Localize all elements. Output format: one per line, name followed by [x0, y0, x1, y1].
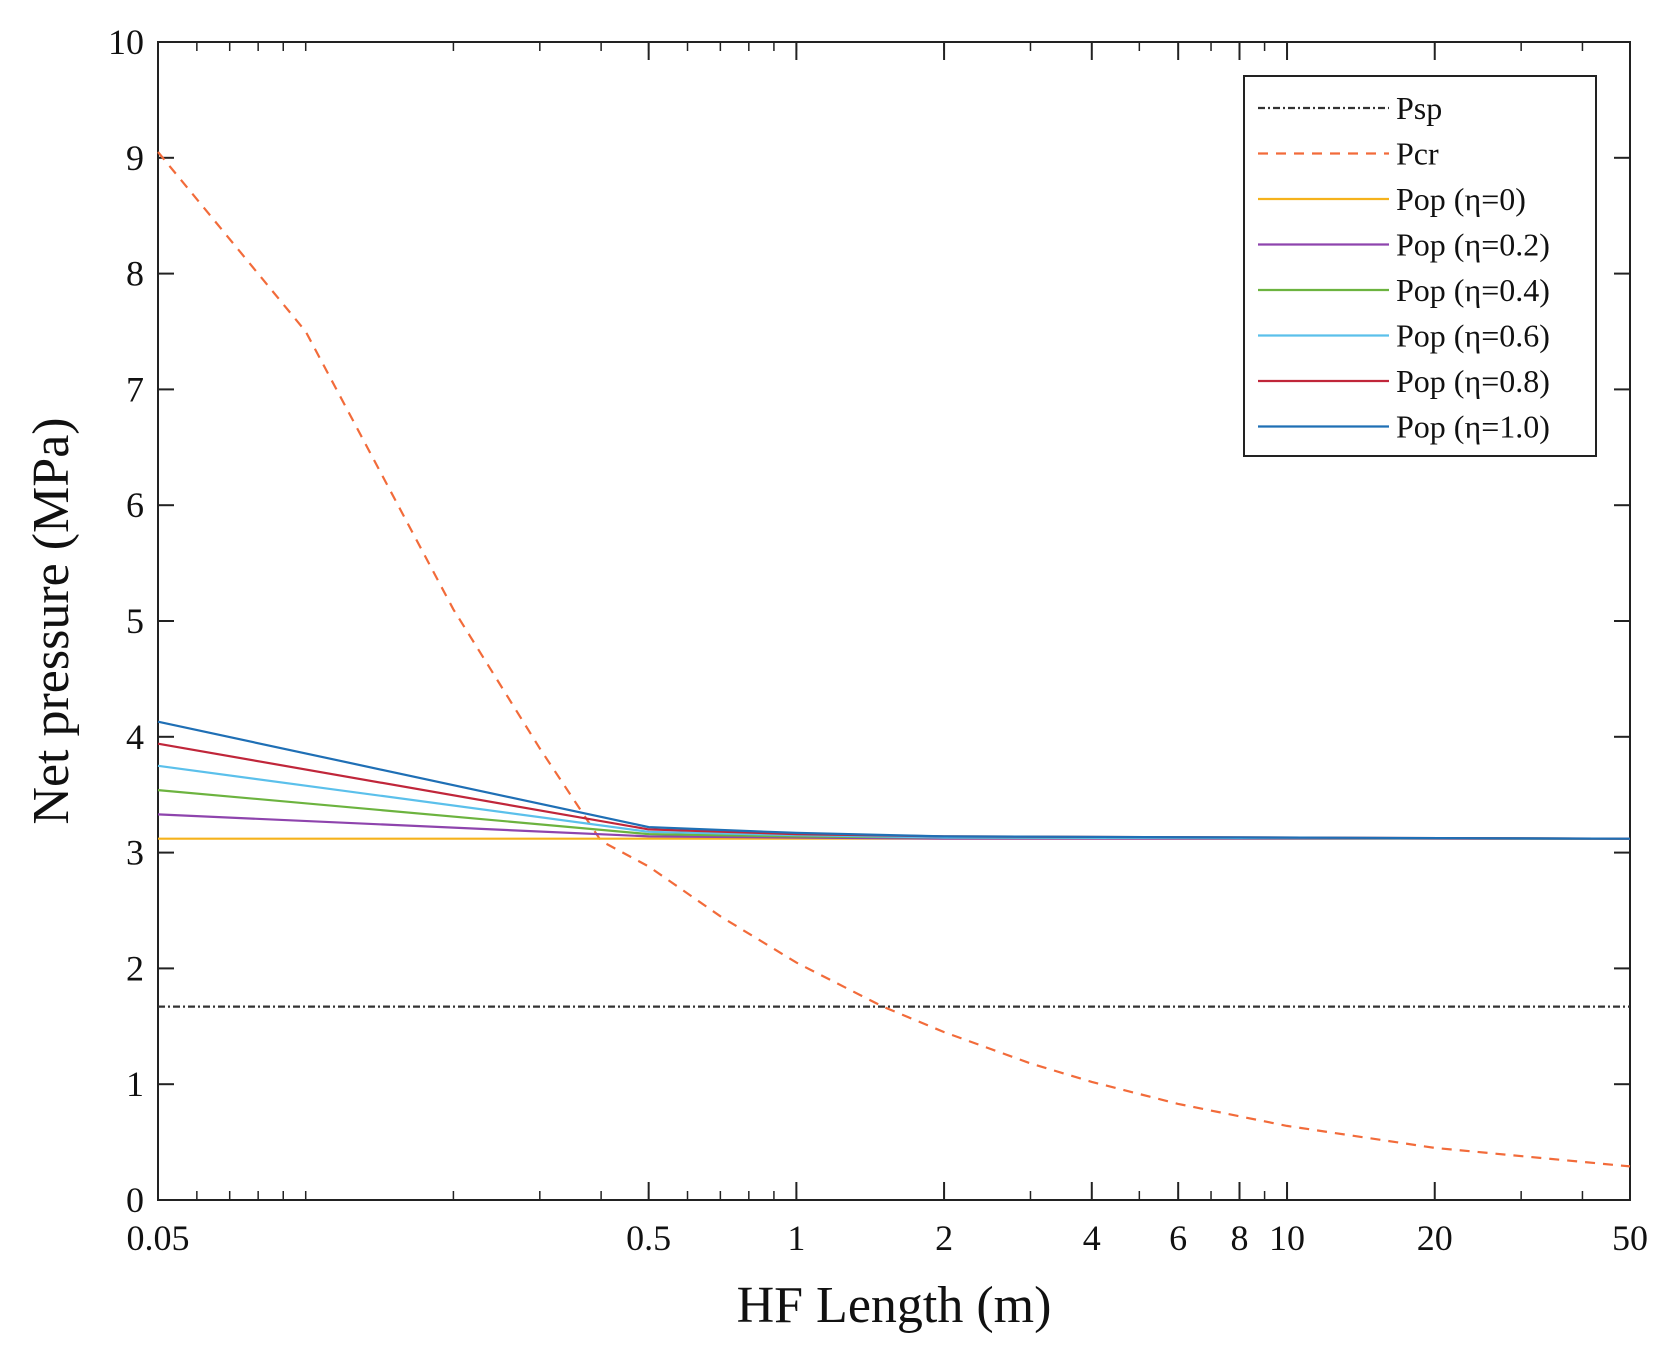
x-tick-label: 2: [935, 1218, 953, 1258]
x-tick-label: 4: [1083, 1218, 1101, 1258]
y-tick-label: 7: [126, 369, 144, 409]
y-tick-label: 6: [126, 485, 144, 525]
x-tick-label: 0.5: [626, 1218, 671, 1258]
legend-box: [1243, 75, 1597, 457]
legend-label-3: Pop (η=0.2): [1396, 227, 1550, 263]
series-line-5: [157, 764, 1631, 840]
legend-label-1: Pcr: [1396, 136, 1439, 172]
y-tick-label: 3: [126, 833, 144, 873]
y-tick-label: 0: [126, 1180, 144, 1220]
legend-label-5: Pop (η=0.6): [1396, 318, 1550, 354]
x-tick-label: 8: [1230, 1218, 1248, 1258]
y-tick-label: 8: [126, 254, 144, 294]
legend-label-7: Pop (η=1.0): [1396, 409, 1550, 445]
y-tick-label: 9: [126, 138, 144, 178]
legend-label-0: Psp: [1396, 90, 1442, 126]
legend-label-6: Pop (η=0.8): [1396, 363, 1550, 399]
x-tick-label: 10: [1269, 1218, 1305, 1258]
series-line-4: [157, 789, 1631, 840]
x-tick-label: 50: [1612, 1218, 1648, 1258]
series-line-1: [157, 151, 1631, 1168]
x-tick-label: 0.05: [127, 1218, 190, 1258]
y-tick-label: 2: [126, 948, 144, 988]
legend-label-4: Pop (η=0.4): [1396, 272, 1550, 308]
x-tick-label: 6: [1169, 1218, 1187, 1258]
y-tick-label: 10: [108, 22, 144, 62]
x-tick-label: 1: [787, 1218, 805, 1258]
x-tick-label: 20: [1417, 1218, 1453, 1258]
x-axis-title: HF Length (m): [737, 1277, 1052, 1334]
series-line-7: [157, 720, 1631, 840]
y-tick-label: 4: [126, 717, 144, 757]
legend-label-2: Pop (η=0): [1396, 181, 1526, 217]
y-tick-label: 5: [126, 601, 144, 641]
y-tick-label: 1: [126, 1064, 144, 1104]
y-axis-title: Net pressure (MPa): [23, 417, 80, 824]
